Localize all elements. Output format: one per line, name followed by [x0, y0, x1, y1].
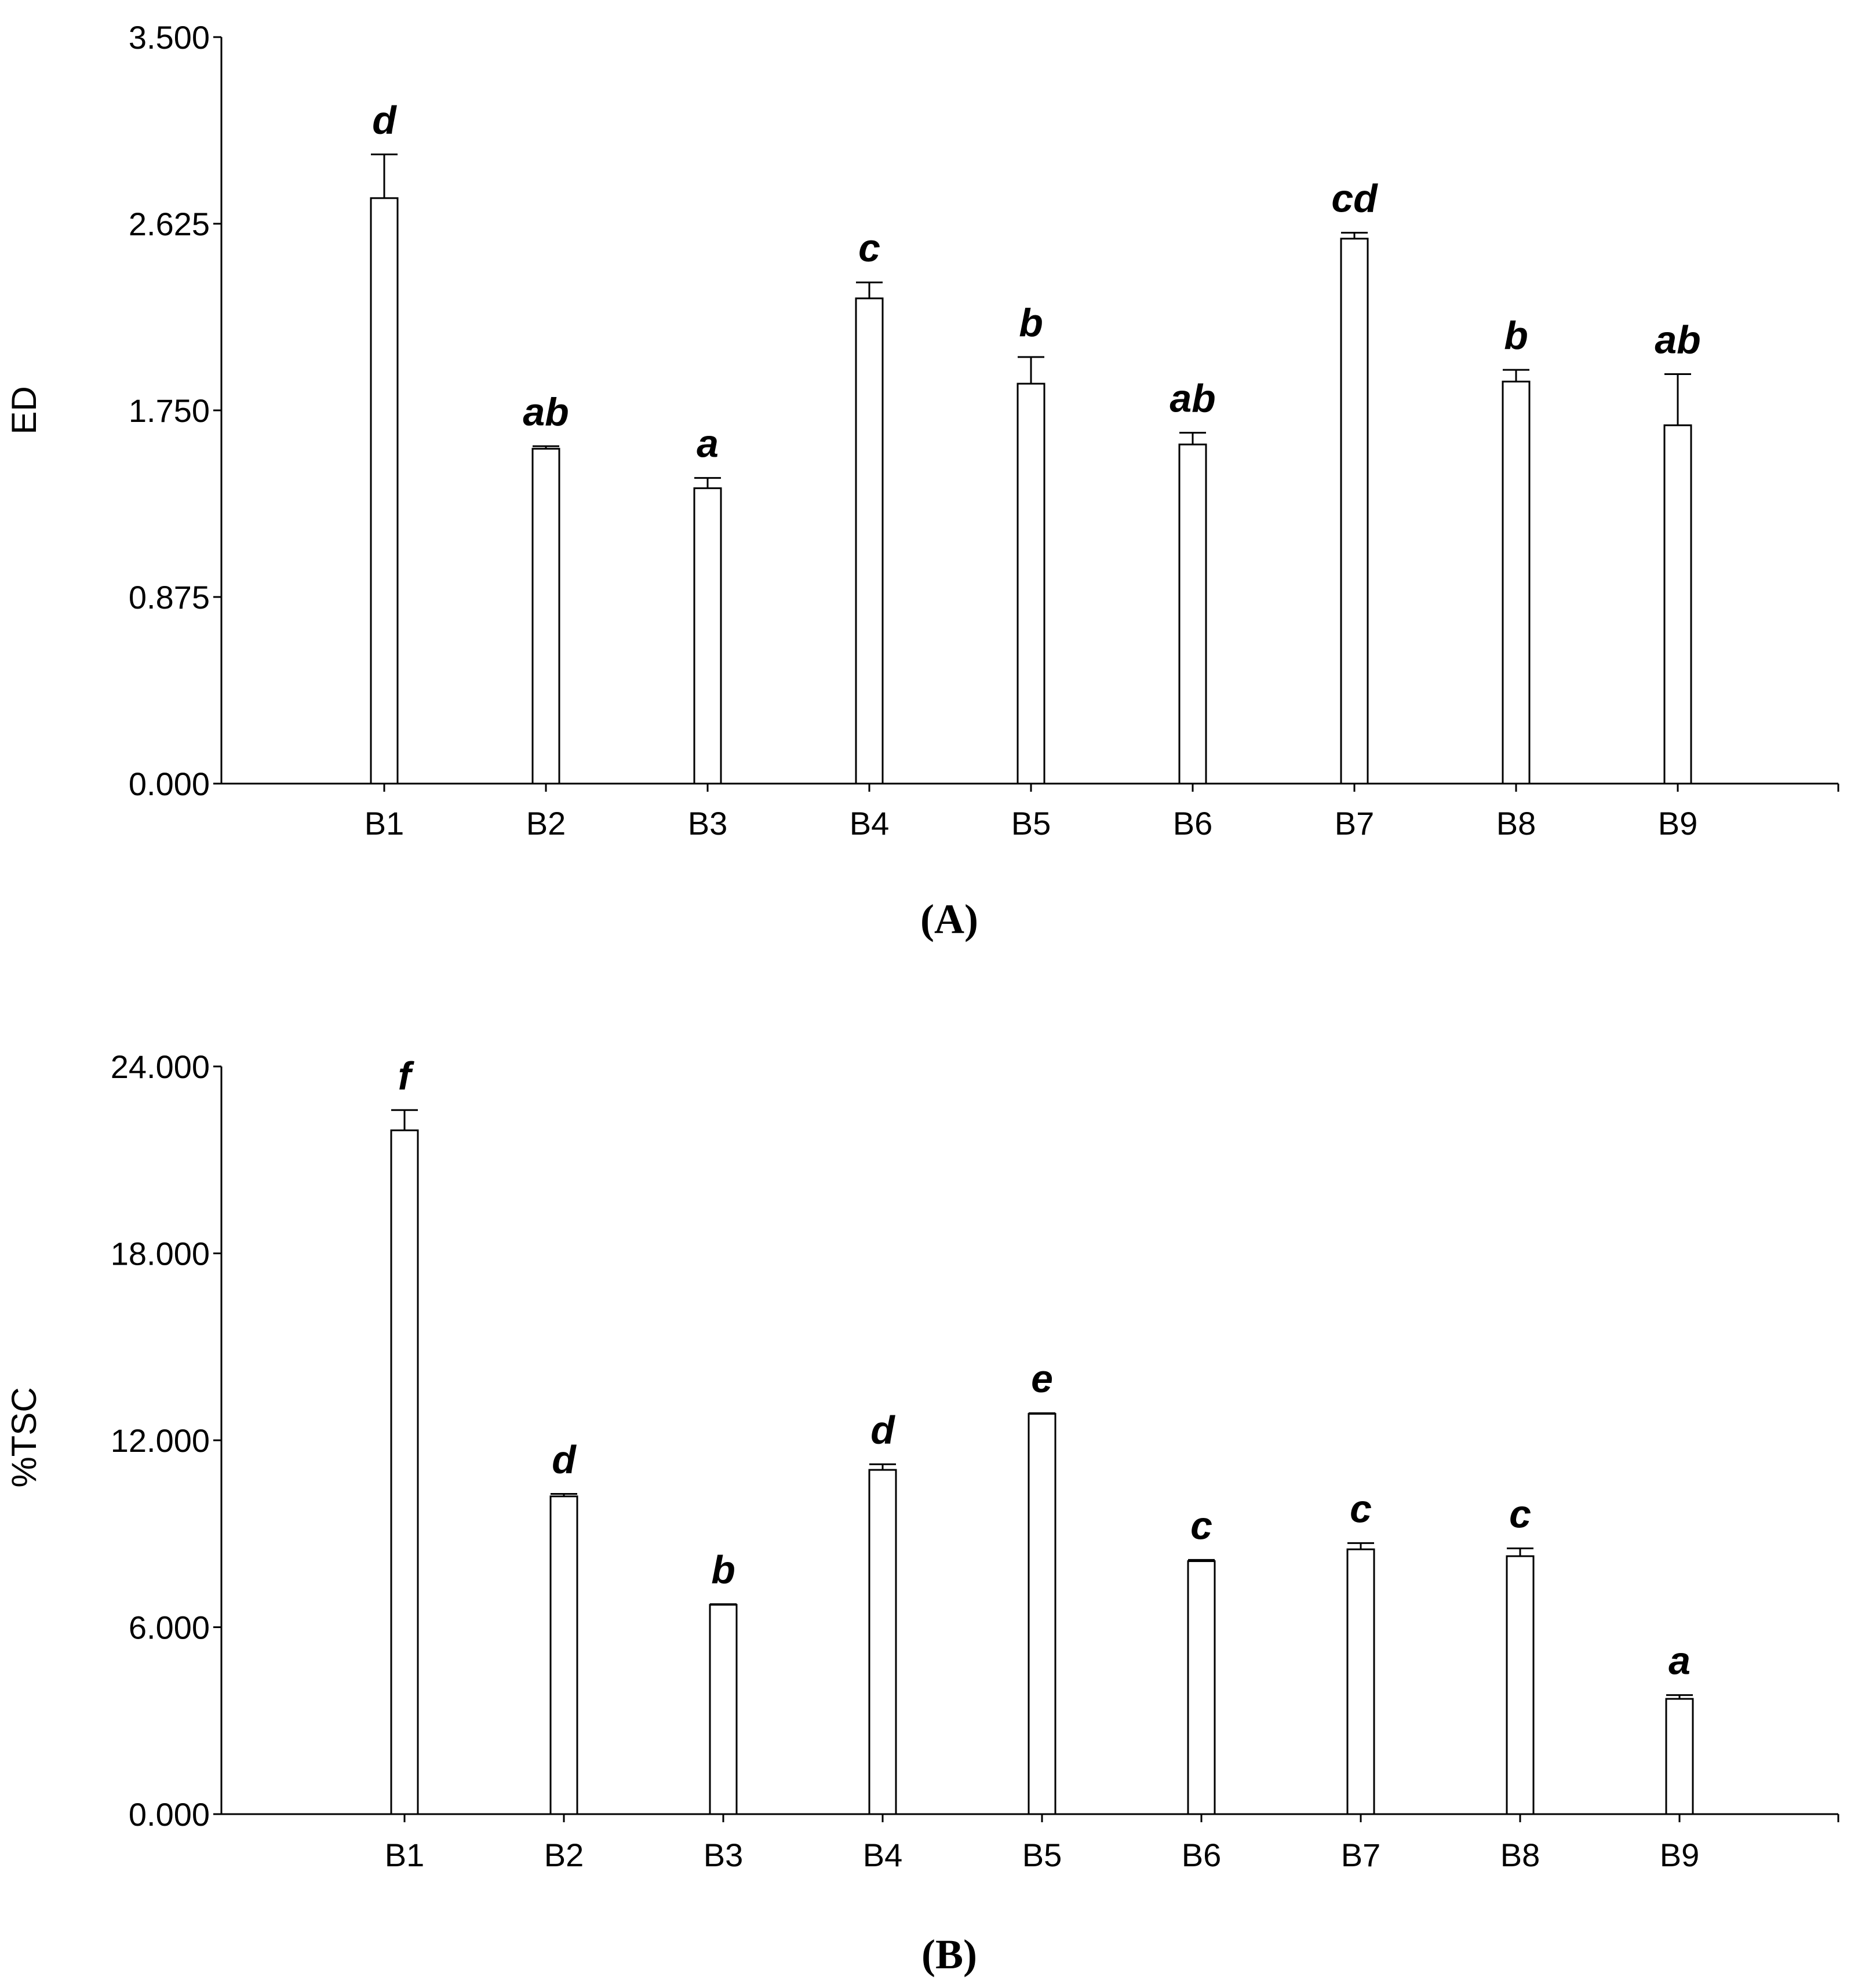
significance-label: e — [1031, 1357, 1053, 1401]
x-tick-label: B2 — [544, 1837, 584, 1873]
bar-b9 — [1665, 1698, 1694, 1815]
significance-label: f — [398, 1054, 415, 1098]
bar-b2 — [549, 1495, 578, 1815]
bar-b5 — [1028, 1412, 1056, 1815]
x-tick-label: B9 — [1660, 1837, 1700, 1873]
x-tick-label: B7 — [1341, 1837, 1381, 1873]
significance-label: c — [1190, 1503, 1212, 1548]
significance-label: b — [1504, 314, 1528, 358]
significance-label: c — [858, 226, 880, 270]
significance-label: a — [697, 422, 719, 466]
bar-b7 — [1340, 238, 1369, 785]
y-tick-label: 0.000 — [129, 1796, 210, 1833]
x-tick-label: B5 — [1011, 805, 1051, 842]
x-tick-label: B6 — [1173, 805, 1213, 842]
x-tick-label: B7 — [1335, 805, 1375, 842]
panel-label: (A) — [920, 896, 978, 942]
x-tick-label: B3 — [704, 1837, 744, 1873]
x-tick-label: B5 — [1022, 1837, 1062, 1873]
x-tick-label: B2 — [526, 805, 566, 842]
bar-b9 — [1663, 424, 1692, 785]
panel-a: 0.000 0.875 1.750 2.625 3.500 ED d B1 ab B2 a B3 c B4… — [5, 19, 1839, 942]
y-tick-label: 6.000 — [129, 1610, 210, 1646]
bar-b3 — [709, 1604, 738, 1815]
x-tick-label: B9 — [1658, 805, 1698, 842]
bar-b2 — [531, 447, 560, 785]
y-axis-title: ED — [5, 386, 43, 434]
significance-label: b — [711, 1548, 735, 1592]
significance-label: b — [1019, 301, 1043, 345]
x-tick-label: B3 — [688, 805, 728, 842]
bar-b4 — [868, 1469, 897, 1815]
significance-label: d — [372, 98, 397, 142]
x-tick-label: B4 — [863, 1837, 903, 1873]
bar-b7 — [1346, 1548, 1375, 1815]
bar-b6 — [1178, 443, 1207, 785]
x-tick-label: B8 — [1496, 805, 1536, 842]
y-tick-label: 18.000 — [111, 1236, 210, 1272]
y-tick-label: 0.000 — [129, 766, 210, 802]
bar-b8 — [1502, 380, 1531, 785]
bar-b5 — [1017, 383, 1045, 785]
significance-label: d — [870, 1408, 895, 1452]
bar-b1 — [370, 197, 399, 785]
panel-b: 0.000 6.000 12.000 18.000 24.000 %TSC f B1 d B2 b B… — [5, 1048, 1839, 1978]
x-tick-label: B8 — [1500, 1837, 1540, 1873]
significance-label: cd — [1331, 176, 1378, 220]
significance-label: ab — [1655, 318, 1700, 362]
y-tick-label: 1.750 — [129, 392, 210, 429]
bar-b8 — [1506, 1555, 1535, 1815]
y-axis-title: %TSC — [5, 1387, 43, 1487]
x-tick-label: B1 — [365, 805, 405, 842]
significance-label: d — [552, 1437, 577, 1481]
y-tick-label: 3.500 — [129, 19, 210, 56]
bar-b3 — [693, 487, 722, 785]
significance-label: c — [1509, 1492, 1531, 1536]
x-tick-label: B1 — [385, 1837, 425, 1873]
y-tick-label: 24.000 — [111, 1048, 210, 1085]
y-tick-label: 12.000 — [111, 1422, 210, 1459]
significance-label: a — [1668, 1639, 1691, 1683]
bar-b1 — [390, 1129, 419, 1815]
x-tick-label: B6 — [1182, 1837, 1222, 1873]
bar-b4 — [855, 297, 884, 785]
panel-label: (B) — [921, 1931, 977, 1978]
significance-label: ab — [523, 390, 569, 434]
y-tick-label: 2.625 — [129, 206, 210, 242]
bar-b6 — [1187, 1560, 1216, 1815]
significance-label: c — [1350, 1487, 1372, 1531]
y-tick-label: 0.875 — [129, 579, 210, 616]
x-tick-label: B4 — [850, 805, 890, 842]
significance-label: ab — [1170, 377, 1215, 421]
